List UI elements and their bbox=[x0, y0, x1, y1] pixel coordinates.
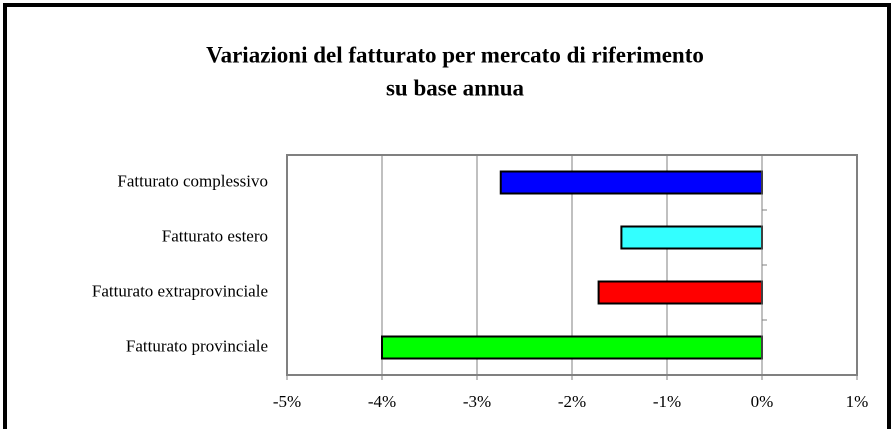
x-tick-label: -5% bbox=[273, 392, 301, 411]
bar bbox=[381, 335, 763, 360]
x-tick-label: -1% bbox=[653, 392, 681, 411]
y-tick-label: Fatturato provinciale bbox=[126, 336, 268, 355]
x-tick-label: 0% bbox=[751, 392, 774, 411]
y-tick-label: Fatturato extraprovinciale bbox=[92, 281, 268, 300]
x-tick-label: 1% bbox=[846, 392, 869, 411]
chart-title: Variazioni del fatturato per mercato di … bbox=[206, 42, 704, 67]
bar bbox=[597, 280, 763, 305]
bar bbox=[620, 225, 764, 250]
x-tick-label: -2% bbox=[558, 392, 586, 411]
y-tick-label: Fatturato estero bbox=[162, 226, 268, 245]
x-tick-label: -4% bbox=[368, 392, 396, 411]
plot-border bbox=[286, 154, 858, 376]
bar bbox=[499, 170, 763, 195]
x-tick-label: -3% bbox=[463, 392, 491, 411]
y-tick-label: Fatturato complessivo bbox=[117, 171, 268, 190]
chart-title: su base annua bbox=[386, 75, 525, 100]
